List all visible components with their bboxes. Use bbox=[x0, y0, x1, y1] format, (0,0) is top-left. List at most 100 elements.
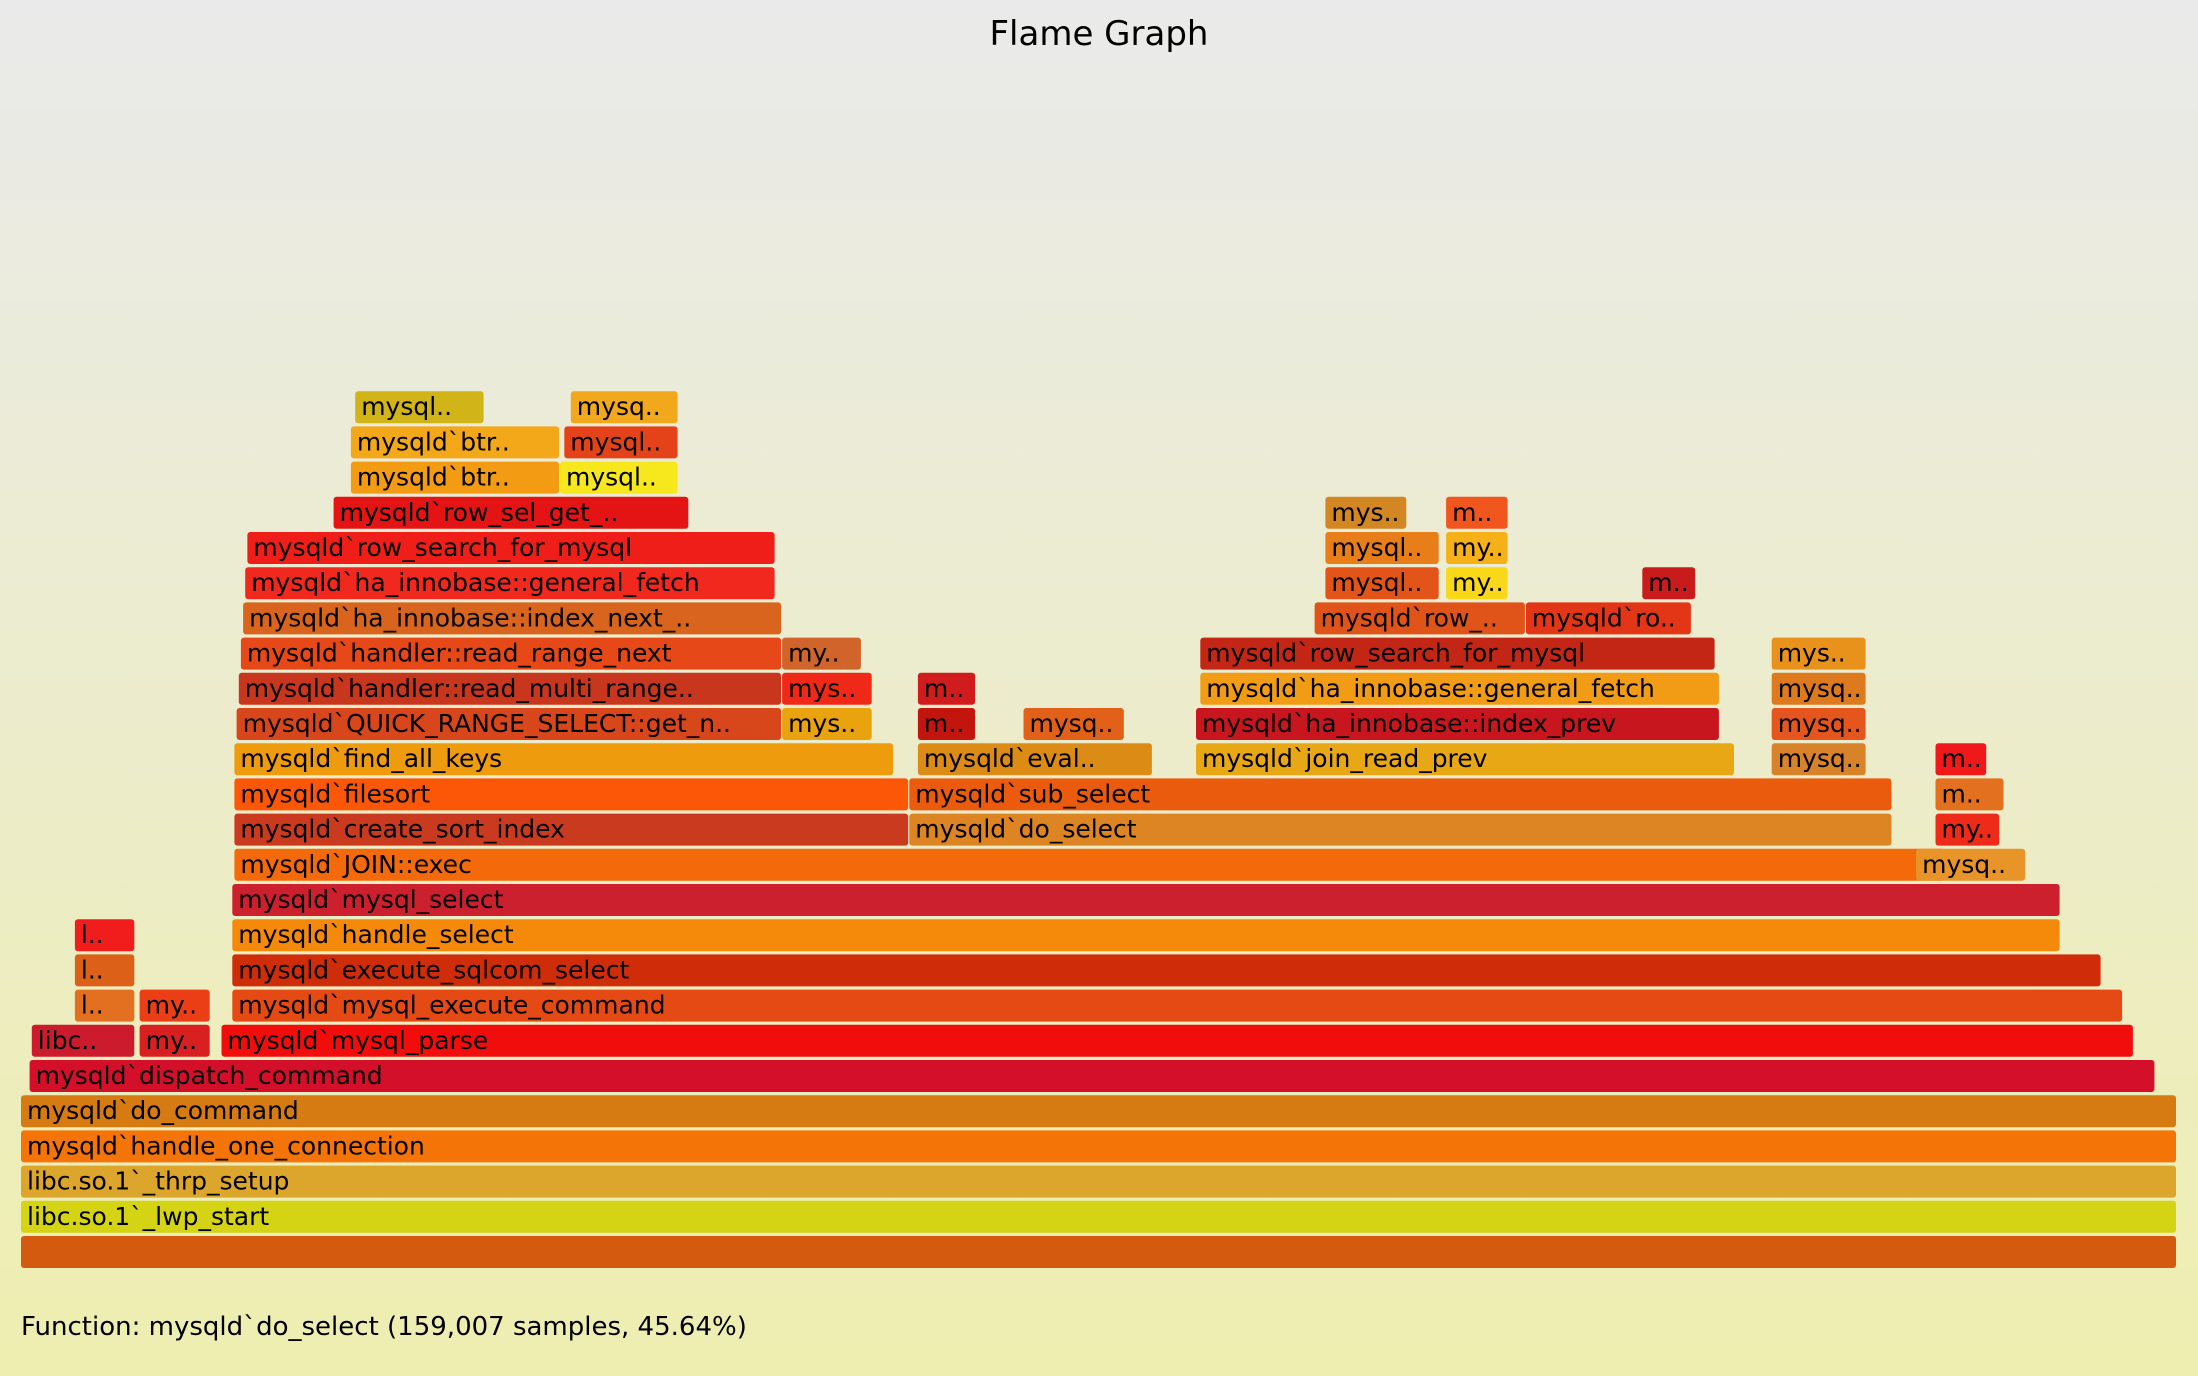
flame-frame[interactable]: mysqld`ha_innobase::general_fetch bbox=[245, 567, 775, 600]
flame-frame[interactable]: mysqld`mysql_parse bbox=[221, 1024, 2133, 1057]
flame-frame[interactable]: mysqld`filesort bbox=[234, 778, 909, 811]
flame-frame[interactable]: mysqld`find_all_keys bbox=[234, 743, 894, 776]
flame-frame[interactable]: mysqld`do_command bbox=[21, 1095, 2176, 1128]
flame-frame[interactable]: mysqld`row_search_for_mysql bbox=[1200, 637, 1715, 670]
flame-frame-bar[interactable] bbox=[21, 1200, 2176, 1233]
flame-frame-bar[interactable] bbox=[1325, 496, 1407, 529]
flame-frame-bar[interactable] bbox=[232, 884, 2060, 916]
flame-frame-bar[interactable] bbox=[1196, 708, 1719, 740]
flame-frame-bar[interactable] bbox=[29, 1060, 2155, 1092]
flame-frame[interactable]: libc.so.1`_thrp_setup bbox=[21, 1165, 2176, 1198]
flame-frame[interactable]: mysqld`btr.. bbox=[350, 426, 559, 459]
flame-frame-bar[interactable] bbox=[221, 1024, 2133, 1057]
flame-frame[interactable]: mysqld`mysql_select bbox=[232, 884, 2060, 916]
flame-frame-bar[interactable] bbox=[234, 813, 909, 846]
flame-frame-bar[interactable] bbox=[1771, 672, 1866, 705]
flame-frame[interactable]: mysql.. bbox=[560, 461, 678, 494]
flame-frame[interactable]: l.. bbox=[74, 954, 135, 987]
flame-frame-bar[interactable] bbox=[232, 954, 2101, 987]
flame-frame-bar[interactable] bbox=[31, 1024, 135, 1057]
flame-frame-bar[interactable] bbox=[909, 778, 1892, 811]
flame-frame-bar[interactable] bbox=[21, 1165, 2176, 1198]
flame-frame[interactable]: my.. bbox=[139, 1024, 210, 1057]
flame-frame-bar[interactable] bbox=[570, 391, 678, 424]
flame-frame-bar[interactable] bbox=[1771, 743, 1866, 776]
flame-frame[interactable]: mysqld`ha_innobase::index_prev bbox=[1196, 708, 1719, 740]
flame-frame-bar[interactable] bbox=[247, 532, 775, 564]
flame-frame[interactable]: mysqld`ha_innobase::general_fetch bbox=[1200, 672, 1719, 705]
flame-frame[interactable]: mysqld`handler::read_multi_range.. bbox=[238, 672, 782, 705]
flame-frame-bar[interactable] bbox=[234, 743, 894, 776]
flame-frame[interactable]: mysql.. bbox=[355, 391, 484, 424]
flame-frame-bar[interactable] bbox=[1023, 708, 1124, 740]
flame-frame[interactable]: mysql.. bbox=[1325, 567, 1439, 600]
flame-frame-bar[interactable] bbox=[1446, 532, 1508, 564]
flame-frame[interactable]: mysq.. bbox=[1771, 708, 1866, 740]
flame-frame[interactable]: mysqld`create_sort_index bbox=[234, 813, 909, 846]
flame-frame-bar[interactable] bbox=[245, 567, 775, 600]
flame-frame[interactable]: m.. bbox=[1935, 743, 1987, 776]
flame-frame-bar[interactable] bbox=[238, 672, 782, 705]
flame-frame[interactable]: l.. bbox=[74, 989, 135, 1022]
flame-frame[interactable] bbox=[21, 1236, 2176, 1268]
flame-frame[interactable]: libc.. bbox=[31, 1024, 135, 1057]
flame-frame[interactable]: mys.. bbox=[1771, 637, 1866, 670]
flame-frame[interactable]: mys.. bbox=[1325, 496, 1407, 529]
flame-frame-bar[interactable] bbox=[234, 778, 909, 811]
flame-frame-bar[interactable] bbox=[236, 708, 782, 740]
flame-graph[interactable]: libc.so.1`_lwp_startlibc.so.1`_thrp_setu… bbox=[0, 0, 2198, 1330]
flame-frame[interactable]: mysq.. bbox=[1023, 708, 1124, 740]
flame-frame[interactable]: mysqld`join_read_prev bbox=[1196, 743, 1734, 776]
flame-frame[interactable]: my.. bbox=[1446, 567, 1508, 600]
flame-frame[interactable]: m.. bbox=[917, 672, 976, 705]
flame-frame[interactable]: mysqld`ha_innobase::index_next_.. bbox=[243, 602, 782, 635]
flame-frame[interactable]: mysqld`ro.. bbox=[1525, 602, 1691, 635]
flame-frame-bar[interactable] bbox=[74, 989, 135, 1022]
flame-frame[interactable]: mysqld`handle_one_connection bbox=[21, 1130, 2176, 1163]
flame-frame[interactable]: m.. bbox=[917, 708, 976, 740]
flame-frame-bar[interactable] bbox=[917, 743, 1152, 776]
flame-frame-bar[interactable] bbox=[1642, 567, 1696, 600]
flame-frame[interactable]: mysqld`execute_sqlcom_select bbox=[232, 954, 2101, 987]
flame-frame-bar[interactable] bbox=[1935, 778, 2004, 811]
flame-frame[interactable]: mysqld`eval.. bbox=[917, 743, 1152, 776]
flame-frame-bar[interactable] bbox=[1200, 637, 1715, 670]
flame-frame-bar[interactable] bbox=[1325, 567, 1439, 600]
flame-frame-bar[interactable] bbox=[243, 602, 782, 635]
flame-frame[interactable]: mysqld`row_search_for_mysql bbox=[247, 532, 775, 564]
flame-frame[interactable]: mysqld`row_.. bbox=[1314, 602, 1525, 635]
flame-frame-bar[interactable] bbox=[917, 708, 976, 740]
flame-frame[interactable]: my.. bbox=[1935, 813, 2000, 846]
flame-frame-bar[interactable] bbox=[1196, 743, 1734, 776]
flame-frame[interactable]: mysqld`row_sel_get_.. bbox=[333, 496, 689, 529]
flame-frame-bar[interactable] bbox=[782, 672, 872, 705]
flame-frame-bar[interactable] bbox=[350, 426, 559, 459]
flame-frame-bar[interactable] bbox=[74, 954, 135, 987]
flame-frame[interactable]: mysqld`QUICK_RANGE_SELECT::get_n.. bbox=[236, 708, 782, 740]
flame-frame-bar[interactable] bbox=[74, 919, 135, 952]
flame-frame-bar[interactable] bbox=[1771, 637, 1866, 670]
flame-frame-bar[interactable] bbox=[1916, 848, 2026, 881]
flame-frame[interactable]: mysq.. bbox=[1771, 743, 1866, 776]
flame-frame-bar[interactable] bbox=[782, 637, 861, 670]
flame-frame-bar[interactable] bbox=[1935, 813, 2000, 846]
flame-frame-bar[interactable] bbox=[21, 1236, 2176, 1268]
flame-frame-bar[interactable] bbox=[909, 813, 1892, 846]
flame-frame[interactable]: l.. bbox=[74, 919, 135, 952]
flame-frame[interactable]: m.. bbox=[1935, 778, 2004, 811]
flame-frame[interactable]: my.. bbox=[782, 637, 861, 670]
flame-frame-bar[interactable] bbox=[1200, 672, 1719, 705]
flame-frame-bar[interactable] bbox=[1325, 532, 1439, 564]
flame-frame[interactable]: mysq.. bbox=[570, 391, 678, 424]
flame-frame[interactable]: mysqld`JOIN::exec bbox=[234, 848, 1946, 881]
flame-frame-bar[interactable] bbox=[1771, 708, 1866, 740]
flame-frame-bar[interactable] bbox=[21, 1095, 2176, 1128]
flame-frame[interactable]: my.. bbox=[1446, 532, 1508, 564]
flame-frame[interactable]: mysqld`btr.. bbox=[350, 461, 559, 494]
flame-frame[interactable]: mysqld`handle_select bbox=[232, 919, 2060, 952]
flame-frame-bar[interactable] bbox=[1525, 602, 1691, 635]
flame-frame-bar[interactable] bbox=[21, 1130, 2176, 1163]
flame-frame[interactable]: libc.so.1`_lwp_start bbox=[21, 1200, 2176, 1233]
flame-frame[interactable]: mysqld`mysql_execute_command bbox=[232, 989, 2123, 1022]
flame-frame-bar[interactable] bbox=[139, 989, 210, 1022]
